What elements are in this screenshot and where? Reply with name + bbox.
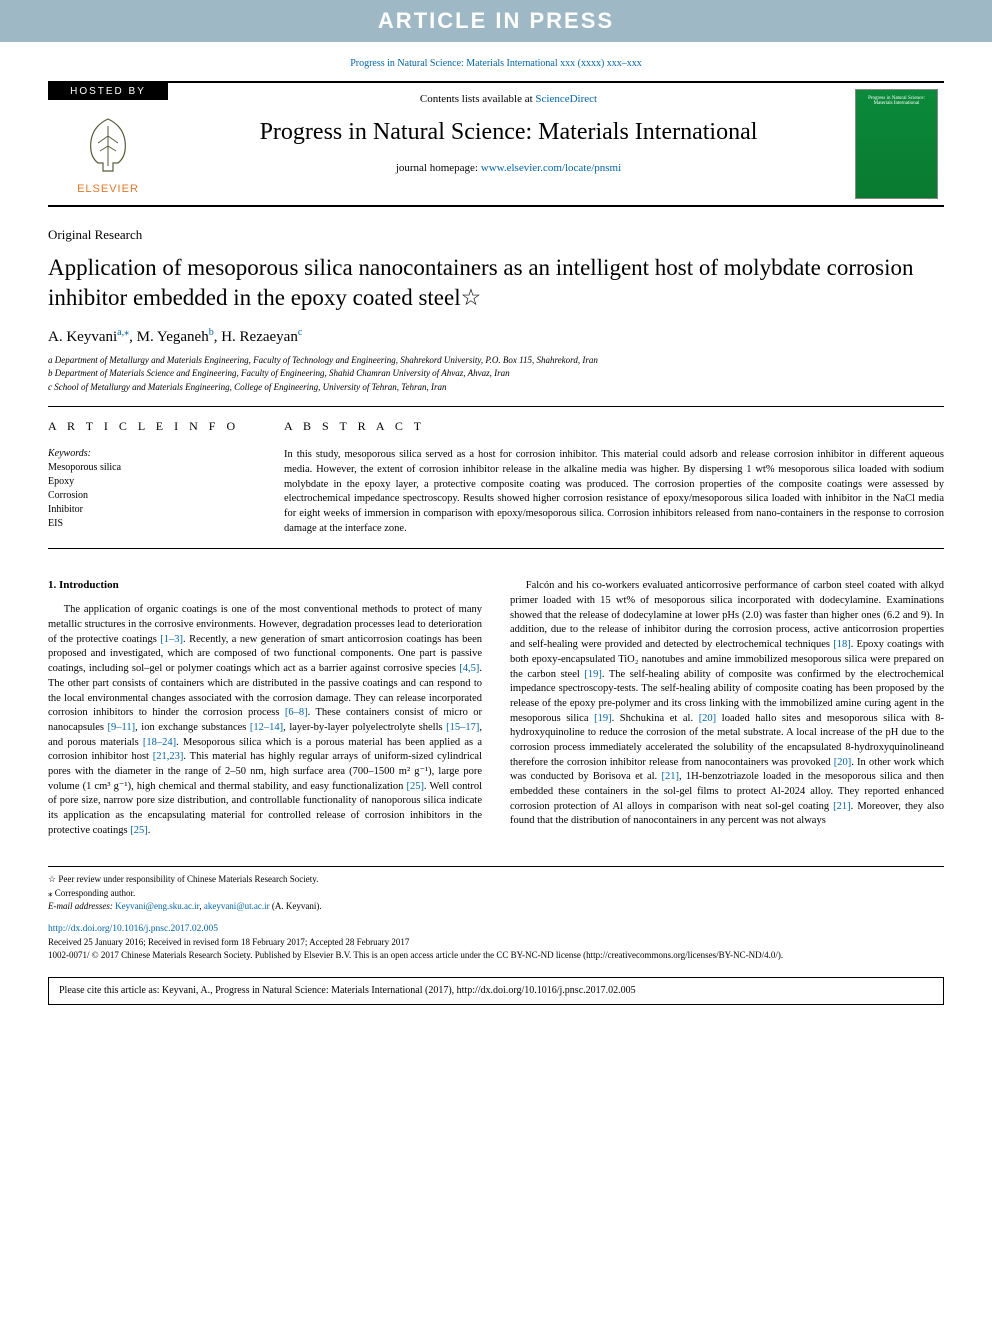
divider <box>48 548 944 549</box>
citation-link[interactable]: [18] <box>833 639 851 650</box>
body-column-right: Falcón and his co-workers evaluated anti… <box>510 579 944 838</box>
affiliation-a: a Department of Metallurgy and Materials… <box>48 354 944 368</box>
journal-homepage-line: journal homepage: www.elsevier.com/locat… <box>184 162 833 174</box>
article-info-heading: A R T I C L E I N F O <box>48 419 248 434</box>
citation-link[interactable]: [21] <box>833 801 851 812</box>
header-right: Progress in Natural Science: Materials I… <box>849 83 944 205</box>
doi-link[interactable]: http://dx.doi.org/10.1016/j.pnsc.2017.02… <box>48 924 944 934</box>
journal-cover-thumbnail: Progress in Natural Science: Materials I… <box>855 89 938 199</box>
elsevier-tree-icon <box>73 111 143 181</box>
elsevier-logo: ELSEVIER <box>48 100 168 205</box>
body-paragraph: Falcón and his co-workers evaluated anti… <box>510 579 944 829</box>
keyword-item: Inhibitor <box>48 503 248 517</box>
elsevier-text: ELSEVIER <box>77 183 139 195</box>
citation-link[interactable]: [25] <box>406 781 424 792</box>
divider <box>48 406 944 407</box>
hosted-by-label: HOSTED BY <box>48 83 168 100</box>
footnote-corresponding: ⁎ Corresponding author. <box>48 887 944 901</box>
body-text: , layer-by-layer polyelectrolyte shells <box>283 722 446 733</box>
citation-link[interactable]: [19] <box>584 669 602 680</box>
introduction-heading: 1. Introduction <box>48 579 482 591</box>
citation-link[interactable]: [25] <box>130 825 148 836</box>
journal-title: Progress in Natural Science: Materials I… <box>184 119 833 146</box>
contents-prefix: Contents lists available at <box>420 93 535 105</box>
header-center: Contents lists available at ScienceDirec… <box>168 83 849 205</box>
keywords-label: Keywords: <box>48 448 248 459</box>
keyword-item: Mesoporous silica <box>48 461 248 475</box>
homepage-link[interactable]: www.elsevier.com/locate/pnsmi <box>481 162 621 174</box>
citation-link[interactable]: [19] <box>594 713 612 724</box>
citation-link[interactable]: [18–24] <box>143 737 176 748</box>
article-title: Application of mesoporous silica nanocon… <box>48 253 944 313</box>
citation-link[interactable]: [4,5] <box>459 663 479 674</box>
citation-link[interactable]: [1–3] <box>160 634 183 645</box>
homepage-prefix: journal homepage: <box>396 162 481 174</box>
author-1: A. Keyvani <box>48 329 117 345</box>
email-author: (A. Keyvani). <box>270 901 322 911</box>
author-3: , H. Rezaeyan <box>214 329 298 345</box>
author-2: , M. Yeganeh <box>129 329 209 345</box>
citation-link[interactable]: [20] <box>834 757 852 768</box>
citation-link[interactable]: [21,23] <box>153 751 184 762</box>
keyword-item: Corrosion <box>48 489 248 503</box>
body-text: , ion exchange substances <box>135 722 250 733</box>
abstract-column: A B S T R A C T In this study, mesoporou… <box>284 419 944 536</box>
affiliation-c: c School of Metallurgy and Materials Eng… <box>48 381 944 395</box>
affiliation-b: b Department of Materials Science and En… <box>48 367 944 381</box>
email-label: E-mail addresses: <box>48 901 115 911</box>
citation-link[interactable]: [21] <box>661 771 679 782</box>
affiliations: a Department of Metallurgy and Materials… <box>48 354 944 395</box>
keyword-item: EIS <box>48 517 248 531</box>
email-link[interactable]: akeyvani@ut.ac.ir <box>204 901 270 911</box>
citation-link[interactable]: [6–8] <box>285 707 308 718</box>
copyright-line: 1002-0071/ © 2017 Chinese Materials Rese… <box>48 949 944 962</box>
abstract-heading: A B S T R A C T <box>284 419 944 434</box>
footnote-email: E-mail addresses: Keyvani@eng.sku.ac.ir,… <box>48 900 944 914</box>
cover-title: Progress in Natural Science: Materials I… <box>856 90 937 112</box>
article-in-press-banner: ARTICLE IN PRESS <box>0 0 992 42</box>
article-content: Original Research Application of mesopor… <box>0 207 992 961</box>
journal-header: HOSTED BY ELSEVIER Contents lists availa… <box>48 81 944 207</box>
body-columns: 1. Introduction The application of organ… <box>48 579 944 838</box>
received-dates: Received 25 January 2016; Received in re… <box>48 936 944 949</box>
body-paragraph: The application of organic coatings is o… <box>48 603 482 838</box>
footnotes: ☆ Peer review under responsibility of Ch… <box>48 866 944 914</box>
author-3-aff: c <box>298 327 302 338</box>
keyword-item: Epoxy <box>48 475 248 489</box>
body-column-left: 1. Introduction The application of organ… <box>48 579 482 838</box>
authors-line: A. Keyvania,⁎, M. Yeganehb, H. Rezaeyanc <box>48 327 944 346</box>
article-type: Original Research <box>48 227 944 243</box>
footnote-peer-review: ☆ Peer review under responsibility of Ch… <box>48 873 944 887</box>
body-text: . Shchukina et al. <box>612 713 699 724</box>
journal-reference-line: Progress in Natural Science: Materials I… <box>0 42 992 81</box>
info-abstract-row: A R T I C L E I N F O Keywords: Mesoporo… <box>48 419 944 536</box>
citation-link[interactable]: [15–17] <box>446 722 479 733</box>
abstract-text: In this study, mesoporous silica served … <box>284 448 944 536</box>
email-link[interactable]: Keyvani@eng.sku.ac.ir <box>115 901 199 911</box>
header-left: HOSTED BY ELSEVIER <box>48 83 168 205</box>
citation-link[interactable]: [20] <box>699 713 717 724</box>
cite-this-article-box: Please cite this article as: Keyvani, A.… <box>48 977 944 1005</box>
sciencedirect-link[interactable]: ScienceDirect <box>535 93 597 105</box>
contents-available-line: Contents lists available at ScienceDirec… <box>184 93 833 105</box>
citation-link[interactable]: [12–14] <box>250 722 283 733</box>
body-text: . <box>148 825 151 836</box>
citation-link[interactable]: [9–11] <box>108 722 136 733</box>
article-info-column: A R T I C L E I N F O Keywords: Mesoporo… <box>48 419 248 536</box>
